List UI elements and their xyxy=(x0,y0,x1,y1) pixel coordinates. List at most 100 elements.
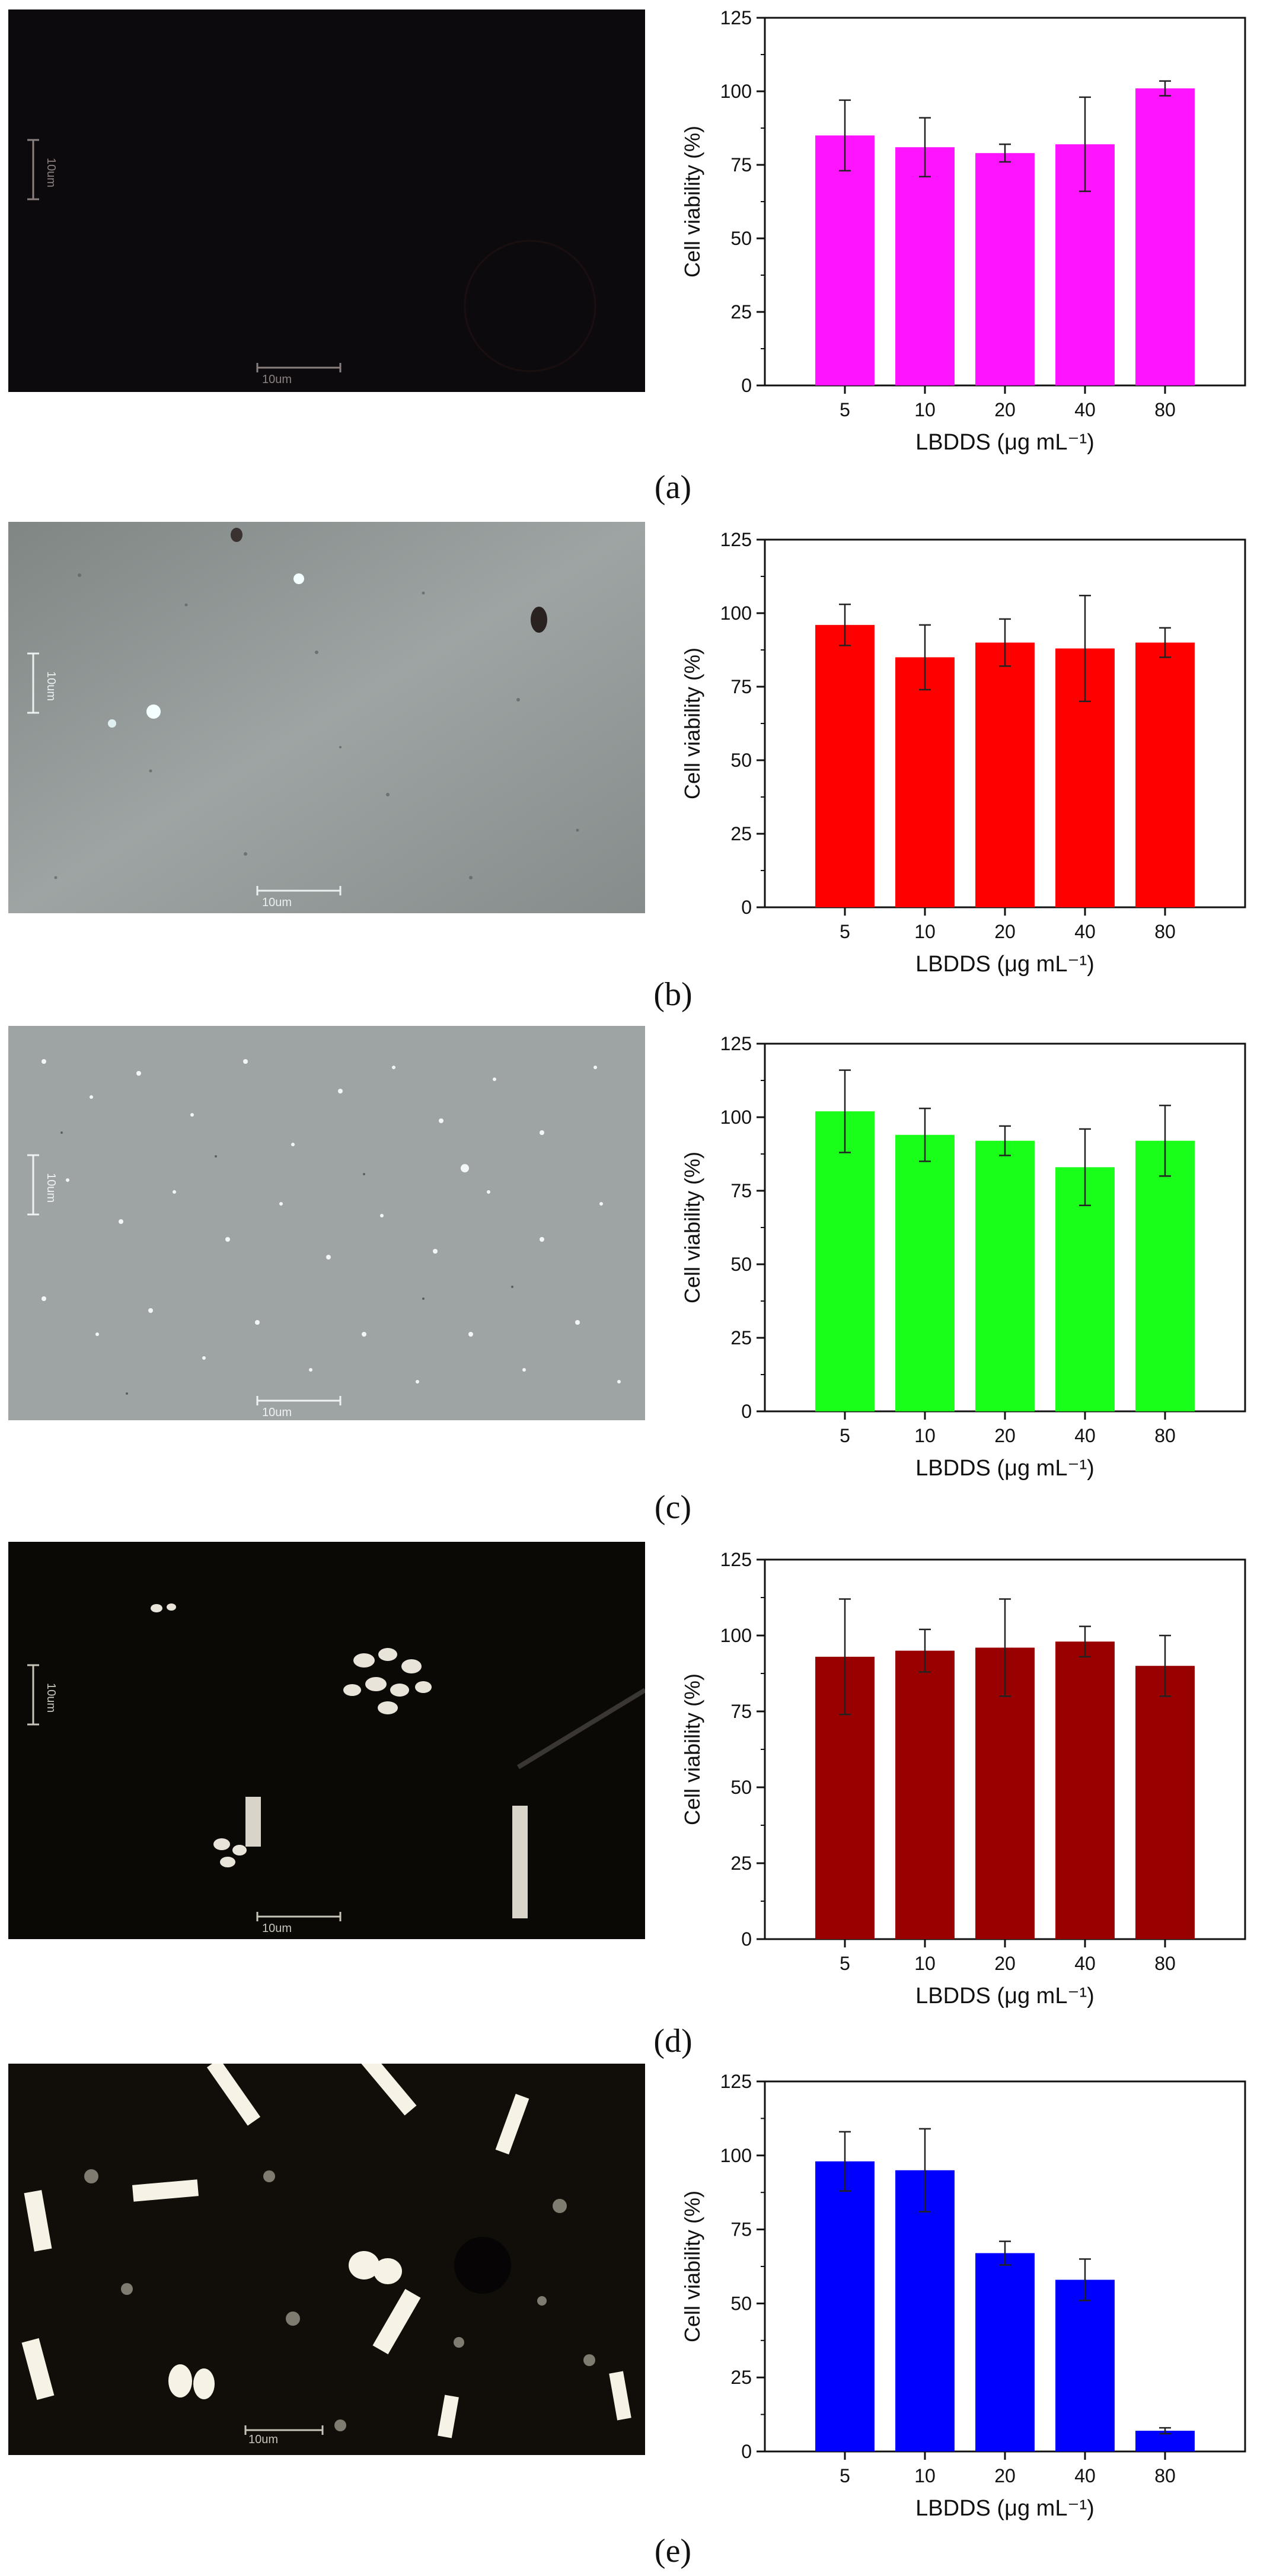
x-tick-label: 10 xyxy=(914,1425,936,1446)
micrograph-image: 10um 10um xyxy=(8,9,645,392)
bar-chart: 0 25 50 75 100 125 5 10 20 40 80 LBDDS (μg mL⁻¹) Cel… xyxy=(680,2071,1246,2521)
y-tick-label: 50 xyxy=(730,1254,752,1275)
micrograph-image: 10um 10um xyxy=(8,522,645,913)
y-tick-label: 0 xyxy=(741,897,752,918)
bar xyxy=(975,153,1035,385)
x-tick-label: 40 xyxy=(1074,921,1096,942)
x-tick-label: 5 xyxy=(840,399,850,420)
chart-c: 0 25 50 75 100 125 5 10 20 40 80 LBDDS (μg mL⁻¹) Cel… xyxy=(640,1026,1270,1488)
bar xyxy=(1135,1140,1195,1411)
bar xyxy=(895,2170,955,2451)
micrograph-c: 10um 10um xyxy=(8,1026,645,1420)
panel-e: 10um 0 25 50 75 100 125 5 10 20 40 80 LBDDS (μg mL⁻… xyxy=(0,2064,1270,2576)
micrograph-d: 10um 10um xyxy=(8,1542,645,1939)
y-axis-label: Cell viability (%) xyxy=(680,1152,704,1303)
y-tick-label: 25 xyxy=(730,823,752,844)
panel-label-e: (e) xyxy=(654,2533,692,2569)
x-tick-label: 5 xyxy=(840,921,850,942)
bar-chart: 0 25 50 75 100 125 5 10 20 40 80 LBDDS (μg mL⁻¹) Cel… xyxy=(680,7,1246,455)
x-tick-label: 40 xyxy=(1074,1953,1096,1974)
panel-b: 10um 10um 0 25 50 75 100 125 5 10 20 40 80 LBDDS (μ… xyxy=(0,522,1270,1032)
y-tick-label: 25 xyxy=(730,2367,752,2388)
bar-chart: 0 25 50 75 100 125 5 10 20 40 80 LBDDS (μg mL⁻¹) Cel… xyxy=(680,529,1246,977)
y-tick-label: 75 xyxy=(730,2219,752,2240)
bar xyxy=(815,624,875,907)
x-axis-label: LBDDS (μg mL⁻¹) xyxy=(915,952,1095,977)
bar xyxy=(975,642,1035,907)
micrograph-image: 10um xyxy=(8,2064,645,2455)
x-tick-label: 40 xyxy=(1074,399,1096,420)
chart-d: 0 25 50 75 100 125 5 10 20 40 80 LBDDS (μg mL⁻¹) Cel… xyxy=(640,1542,1270,2016)
bar xyxy=(1135,88,1195,386)
x-tick-label: 40 xyxy=(1074,2465,1096,2486)
y-tick-label: 100 xyxy=(720,2145,752,2166)
y-tick-label: 125 xyxy=(720,2071,752,2092)
x-tick-label: 20 xyxy=(994,2465,1016,2486)
x-tick-label: 80 xyxy=(1154,399,1176,420)
y-tick-label: 125 xyxy=(720,1033,752,1054)
y-tick-label: 75 xyxy=(730,1701,752,1722)
chart-e: 0 25 50 75 100 125 5 10 20 40 80 LBDDS (μg mL⁻¹) Cel… xyxy=(640,2064,1270,2529)
bar xyxy=(1055,1641,1115,1939)
y-tick-label: 50 xyxy=(730,750,752,771)
bar xyxy=(1135,1666,1195,1939)
micrograph-b: 10um 10um xyxy=(8,522,645,913)
y-tick-label: 100 xyxy=(720,1107,752,1128)
y-axis-label: Cell viability (%) xyxy=(680,648,704,799)
y-tick-label: 0 xyxy=(741,2441,752,2462)
scalebar-horizontal-label: 10um xyxy=(248,2433,278,2446)
bar xyxy=(1055,2279,1115,2451)
bar xyxy=(895,147,955,386)
y-tick-label: 125 xyxy=(720,7,752,28)
x-tick-label: 20 xyxy=(994,399,1016,420)
x-axis-label: LBDDS (μg mL⁻¹) xyxy=(915,430,1095,455)
y-tick-label: 125 xyxy=(720,529,752,550)
y-tick-label: 0 xyxy=(741,1928,752,1950)
panel-label-d: (d) xyxy=(653,2023,693,2059)
panel-a: 10um 10um 0 25 50 75 100 125 5 10 20 40 80 LBDDS (μ… xyxy=(0,0,1270,522)
micrograph-e: 10um xyxy=(8,2064,645,2455)
bar-chart: 0 25 50 75 100 125 5 10 20 40 80 LBDDS (μg mL⁻¹) Cel… xyxy=(680,1549,1246,2008)
y-tick-label: 75 xyxy=(730,676,752,697)
panel-c: 10um 10um 0 25 50 75 100 125 5 10 20 40 80 LBDDS (μ… xyxy=(0,1026,1270,1548)
bar xyxy=(815,1111,875,1411)
y-tick-label: 50 xyxy=(730,1777,752,1798)
micrograph-image: 10um 10um xyxy=(8,1542,645,1939)
y-axis-label: Cell viability (%) xyxy=(680,126,704,278)
x-tick-label: 40 xyxy=(1074,1425,1096,1446)
scalebar-horizontal-label: 10um xyxy=(262,1922,292,1935)
x-tick-label: 5 xyxy=(840,2465,850,2486)
panel-label-a: (a) xyxy=(654,469,692,506)
bar-chart: 0 25 50 75 100 125 5 10 20 40 80 LBDDS (μg mL⁻¹) Cel… xyxy=(680,1033,1246,1481)
y-tick-label: 25 xyxy=(730,301,752,323)
y-axis-label: Cell viability (%) xyxy=(680,1673,704,1825)
scalebar-vertical-label: 10um xyxy=(44,158,58,187)
y-tick-label: 50 xyxy=(730,228,752,249)
scalebar-vertical-label: 10um xyxy=(44,1683,58,1713)
y-tick-label: 0 xyxy=(741,375,752,396)
x-tick-label: 80 xyxy=(1154,921,1176,942)
bar xyxy=(815,2161,875,2451)
bar xyxy=(975,2253,1035,2451)
x-tick-label: 20 xyxy=(994,1953,1016,1974)
x-tick-label: 80 xyxy=(1154,2465,1176,2486)
y-axis-label: Cell viability (%) xyxy=(680,2191,704,2342)
panel-label-c: (c) xyxy=(654,1489,692,1526)
bar xyxy=(895,1650,955,1939)
scalebar-horizontal-label: 10um xyxy=(262,1406,292,1419)
y-tick-label: 25 xyxy=(730,1853,752,1874)
x-axis-label: LBDDS (μg mL⁻¹) xyxy=(915,1984,1095,2008)
x-tick-label: 5 xyxy=(840,1953,850,1974)
y-tick-label: 125 xyxy=(720,1549,752,1570)
chart-a: 0 25 50 75 100 125 5 10 20 40 80 LBDDS (μg mL⁻¹) Cel… xyxy=(640,0,1270,463)
bar xyxy=(975,1140,1035,1411)
y-tick-label: 0 xyxy=(741,1401,752,1422)
x-tick-label: 20 xyxy=(994,1425,1016,1446)
micrograph-image: 10um 10um xyxy=(8,1026,645,1420)
y-tick-label: 75 xyxy=(730,154,752,176)
x-tick-label: 10 xyxy=(914,1953,936,1974)
y-tick-label: 100 xyxy=(720,602,752,624)
x-tick-label: 20 xyxy=(994,921,1016,942)
micrograph-a: 10um 10um xyxy=(8,9,645,392)
bar xyxy=(815,135,875,385)
